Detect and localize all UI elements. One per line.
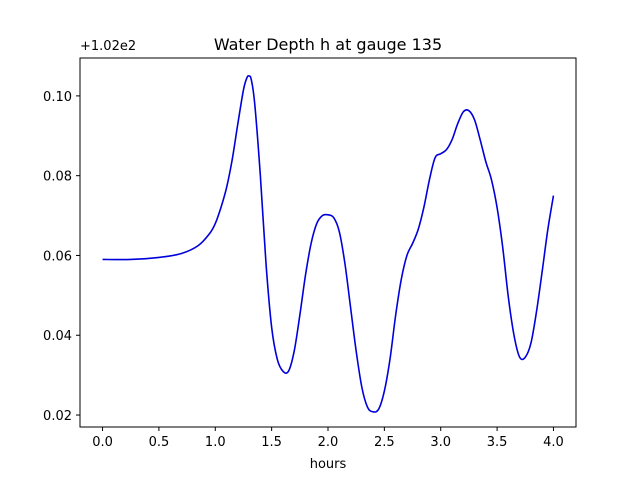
x-tick-label: 4.0 [543,435,564,450]
y-tick-label: 0.10 [43,90,72,105]
x-tick-label: 3.0 [430,435,451,450]
x-axis-label: hours [310,457,347,472]
y-tick-label: 0.08 [43,170,72,185]
x-axis: 0.0 0.5 1.0 1.5 2.0 2.5 3.0 3.5 4.0 [92,427,564,450]
axes-frame [79,57,577,428]
chart-title: Water Depth h at gauge 135 [214,35,442,54]
series-line [102,75,555,413]
x-tick-label: 1.0 [205,435,226,450]
y-tick-label: 0.06 [43,249,72,264]
x-tick-label: 2.0 [318,435,339,450]
x-tick-label: 3.5 [487,435,508,450]
y-tick-label: 0.04 [43,329,72,344]
x-tick-label: 0.0 [92,435,113,450]
x-tick-label: 2.5 [374,435,395,450]
y-axis-offset-label: +1.02e2 [80,39,136,54]
x-tick-label: 0.5 [149,435,170,450]
y-axis: 0.02 0.04 0.06 0.08 0.10 [43,90,80,424]
x-tick-label: 1.5 [261,435,282,450]
y-tick-label: 0.02 [43,409,72,424]
plot-area [102,75,555,413]
